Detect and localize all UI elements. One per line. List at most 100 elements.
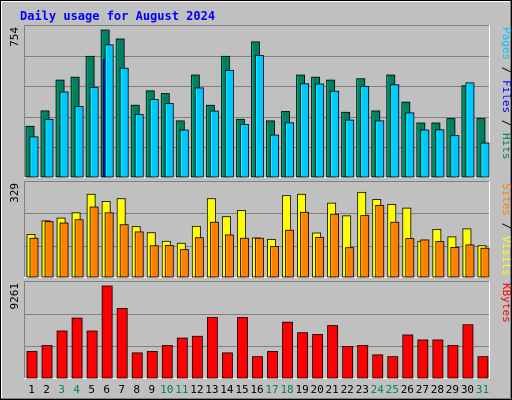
pages-bar-9 xyxy=(149,99,159,178)
sites-bar-31 xyxy=(480,247,490,278)
day-label-23: 23 xyxy=(356,383,369,396)
kbytes-bar-9-body xyxy=(146,351,158,379)
pages-bar-17-body xyxy=(270,134,279,178)
panel-0-legend: Pages / Files / Hits xyxy=(500,27,512,160)
day-label-24: 24 xyxy=(371,383,385,396)
kbytes-bar-30-body xyxy=(462,324,474,379)
sites-bar-21 xyxy=(330,213,340,278)
panel-1-legend: Sites / Visits xyxy=(500,183,512,276)
kbytes-bar-21 xyxy=(327,325,339,379)
kbytes-bar-5-body xyxy=(86,330,98,379)
pages-bar-1-body xyxy=(29,136,39,178)
kbytes-bar-10 xyxy=(161,345,173,379)
kbytes-bar-18-body xyxy=(282,321,293,379)
kbytes-bar-23 xyxy=(357,345,369,379)
sites-bar-20 xyxy=(315,237,325,278)
sites-bar-26-body xyxy=(405,238,415,278)
pages-bar-3-body xyxy=(59,91,69,178)
pages-bar-30-body xyxy=(465,82,475,178)
pages-bar-11 xyxy=(179,129,189,178)
pages-bar-26-body xyxy=(405,112,415,178)
pages-bar-17 xyxy=(270,134,279,178)
day-label-9: 9 xyxy=(148,383,155,396)
kbytes-bar-29 xyxy=(447,345,459,379)
sites-bar-4 xyxy=(74,219,84,278)
pages-bar-25-body xyxy=(390,84,400,178)
kbytes-bar-15 xyxy=(237,317,248,379)
pages-bar-27-body xyxy=(420,129,430,178)
day-label-7: 7 xyxy=(118,383,125,396)
sites-bar-8-body xyxy=(134,231,144,278)
day-label-30: 30 xyxy=(461,383,474,396)
kbytes-bar-26 xyxy=(402,334,414,379)
day-label-17: 17 xyxy=(265,383,278,396)
panel-1-ymax-label: 329 xyxy=(8,183,21,203)
pages-bar-21-body xyxy=(330,90,340,178)
kbytes-bar-28-body xyxy=(432,339,444,379)
sites-bar-1-body xyxy=(29,237,39,278)
pages-bar-1 xyxy=(29,136,39,178)
day-label-21: 21 xyxy=(326,383,339,396)
pages-bar-15 xyxy=(240,123,249,178)
day-label-12: 12 xyxy=(190,383,203,396)
sites-bar-19-body xyxy=(300,211,309,278)
day-label-15: 15 xyxy=(235,383,248,396)
pages-bar-18 xyxy=(285,122,294,178)
kbytes-bar-27-body xyxy=(417,339,429,379)
kbytes-bar-25-body xyxy=(387,356,399,379)
kbytes-bar-31-body xyxy=(477,356,489,379)
sites-bar-25-body xyxy=(390,221,400,278)
day-label-3: 3 xyxy=(58,383,65,396)
kbytes-bar-13-body xyxy=(206,317,218,379)
pages-bar-19 xyxy=(300,83,309,178)
kbytes-bar-17 xyxy=(267,351,278,379)
pages-bar-2-body xyxy=(44,118,54,178)
pages-bar-28-body xyxy=(435,129,445,178)
sites-bar-14-body xyxy=(225,234,234,278)
sites-bar-28-body xyxy=(435,241,445,278)
chart-title: Daily usage for August 2024 xyxy=(20,9,215,23)
day-label-10: 10 xyxy=(160,383,173,396)
pages-bar-15-body xyxy=(240,123,249,178)
day-label-11: 11 xyxy=(175,383,188,396)
pages-bar-11-body xyxy=(179,129,189,178)
kbytes-bar-15-body xyxy=(237,317,248,379)
pages-bar-20-body xyxy=(315,83,325,178)
panel-0-ymax-label: 754 xyxy=(8,27,21,47)
sites-bar-11 xyxy=(179,249,189,278)
kbytes-bar-16-body xyxy=(252,356,263,379)
sites-bar-4-body xyxy=(74,219,84,278)
panel-2-legend: KBytes xyxy=(500,283,512,323)
kbytes-bar-12-body xyxy=(191,335,203,379)
sites-bar-31-body xyxy=(480,247,490,278)
kbytes-bar-4 xyxy=(71,317,83,379)
pages-bar-5 xyxy=(89,86,99,178)
pages-bar-25 xyxy=(390,84,400,178)
pages-bar-7-body xyxy=(119,67,129,178)
sites-bar-22-body xyxy=(345,247,355,278)
day-label-20: 20 xyxy=(311,383,324,396)
day-label-13: 13 xyxy=(205,383,218,396)
pages-bar-22-body xyxy=(345,119,355,178)
kbytes-bar-8-body xyxy=(131,352,143,379)
kbytes-bar-12 xyxy=(191,335,203,379)
kbytes-bar-27 xyxy=(417,339,429,379)
sites-bar-12 xyxy=(194,237,204,278)
legend-item-0: Pages xyxy=(500,27,512,60)
day-label-14: 14 xyxy=(220,383,234,396)
day-label-18: 18 xyxy=(280,383,293,396)
sites-bar-7 xyxy=(119,224,129,278)
kbytes-bar-24 xyxy=(372,354,384,379)
pages-bar-12-body xyxy=(194,87,204,178)
sites-bar-2-body xyxy=(44,221,54,278)
kbytes-bar-2-body xyxy=(41,345,53,379)
pages-bar-27 xyxy=(420,129,430,178)
sites-bar-15-body xyxy=(240,237,249,278)
kbytes-bar-6 xyxy=(101,285,113,379)
kbytes-bar-25 xyxy=(387,356,399,379)
sites-bar-6-body xyxy=(104,212,114,278)
sites-bar-15 xyxy=(240,237,249,278)
sites-bar-30-body xyxy=(465,244,475,278)
legend-item-0: Sites xyxy=(500,183,512,216)
sites-bar-14 xyxy=(225,234,234,278)
